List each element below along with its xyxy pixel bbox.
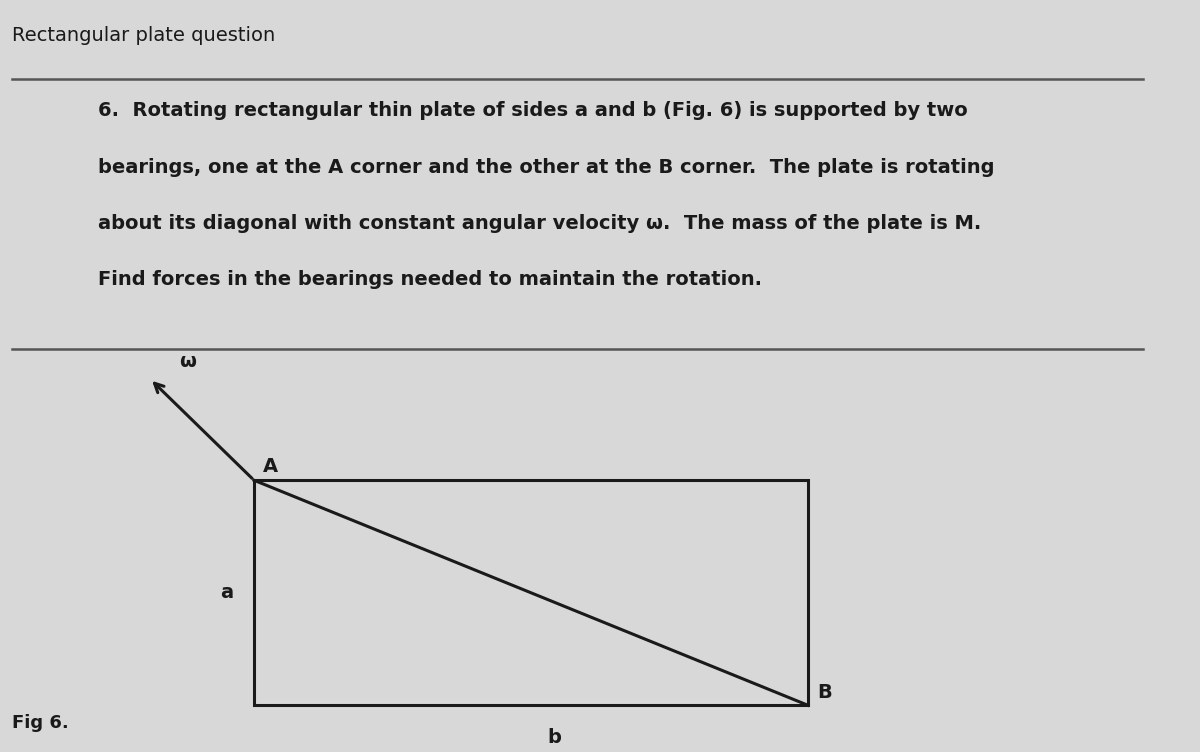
Text: ω: ω <box>179 353 196 371</box>
Text: Fig 6.: Fig 6. <box>12 714 68 732</box>
Text: b: b <box>547 728 562 747</box>
Text: about its diagonal with constant angular velocity ω.  The mass of the plate is M: about its diagonal with constant angular… <box>98 214 982 233</box>
Text: a: a <box>220 584 233 602</box>
Text: Rectangular plate question: Rectangular plate question <box>12 26 275 45</box>
Text: B: B <box>817 683 832 702</box>
Bar <box>254 481 808 705</box>
Text: Find forces in the bearings needed to maintain the rotation.: Find forces in the bearings needed to ma… <box>98 270 762 289</box>
Text: A: A <box>263 457 278 477</box>
Text: 6.  Rotating rectangular thin plate of sides a and b (Fig. 6) is supported by tw: 6. Rotating rectangular thin plate of si… <box>98 102 968 120</box>
Text: bearings, one at the A corner and the other at the B corner.  The plate is rotat: bearings, one at the A corner and the ot… <box>98 158 995 177</box>
